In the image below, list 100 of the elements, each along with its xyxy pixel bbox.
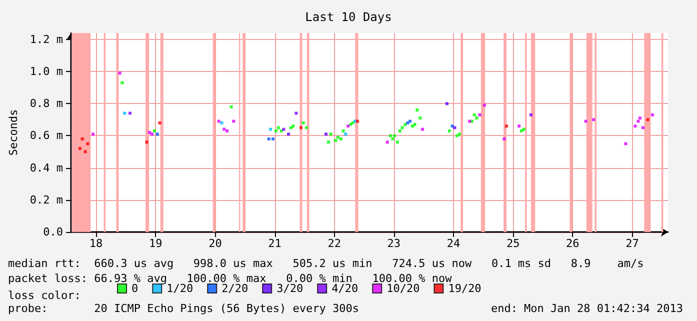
point bbox=[453, 126, 456, 130]
legend-label: 0 bbox=[132, 282, 138, 295]
point bbox=[326, 140, 330, 144]
point bbox=[150, 132, 154, 136]
point bbox=[329, 132, 332, 136]
point bbox=[408, 120, 412, 123]
point bbox=[396, 140, 400, 144]
x-tick-label: 18 bbox=[89, 237, 103, 250]
point bbox=[356, 120, 360, 123]
point bbox=[458, 132, 461, 136]
point bbox=[388, 134, 392, 138]
point bbox=[128, 112, 132, 115]
point bbox=[421, 128, 424, 131]
point bbox=[502, 137, 506, 140]
x-tick-label: 26 bbox=[566, 237, 580, 250]
point bbox=[286, 132, 290, 136]
point bbox=[274, 129, 278, 132]
point bbox=[386, 140, 389, 144]
x-tick-label: 22 bbox=[328, 237, 341, 250]
point bbox=[520, 129, 523, 132]
y-tick-label: 1.0 m bbox=[30, 65, 64, 78]
point bbox=[406, 121, 410, 124]
point bbox=[299, 126, 302, 130]
text: median rtt: 660.3 us avg 998.0 us max 505.2 us min 724.5 us now 0.1 ms sd 8.9 am/s bbox=[8, 257, 644, 270]
point bbox=[400, 126, 404, 130]
x-tick-label: 24 bbox=[446, 237, 461, 250]
y-axis-title: Seconds bbox=[7, 109, 20, 156]
point bbox=[522, 128, 526, 131]
point bbox=[410, 124, 414, 128]
point bbox=[445, 102, 448, 106]
point bbox=[230, 105, 233, 108]
chart-title: Last 10 Days bbox=[305, 10, 392, 24]
point bbox=[282, 128, 286, 131]
point bbox=[472, 113, 476, 116]
point bbox=[638, 116, 642, 120]
x-tick-label: 23 bbox=[387, 237, 401, 250]
legend-label: 10/20 bbox=[386, 282, 420, 295]
point bbox=[156, 132, 159, 136]
point bbox=[118, 72, 122, 75]
point bbox=[584, 120, 588, 123]
point bbox=[92, 132, 95, 136]
point bbox=[456, 134, 459, 138]
point bbox=[418, 116, 422, 120]
point bbox=[86, 142, 90, 146]
point bbox=[267, 137, 270, 140]
point bbox=[651, 113, 654, 116]
point bbox=[636, 120, 640, 123]
point bbox=[336, 136, 340, 139]
point bbox=[152, 129, 156, 132]
text: packet loss: 66.93 % avg 100.00 % max 0.00 % min 100.00 % now bbox=[8, 272, 452, 285]
legend-label: 19/20 bbox=[448, 282, 482, 295]
point bbox=[120, 81, 124, 84]
legend-label: 2/20 bbox=[222, 282, 248, 295]
point bbox=[78, 147, 82, 150]
point bbox=[448, 129, 451, 132]
point bbox=[294, 112, 298, 115]
point bbox=[339, 137, 342, 140]
point bbox=[220, 121, 224, 124]
point bbox=[634, 124, 637, 128]
point bbox=[592, 118, 596, 122]
legend-label: 1/20 bbox=[166, 282, 194, 295]
point bbox=[393, 134, 396, 138]
point bbox=[324, 132, 328, 136]
point bbox=[475, 116, 478, 120]
point bbox=[304, 126, 308, 130]
point bbox=[482, 104, 486, 107]
point bbox=[302, 121, 305, 124]
x-tick-label: 20 bbox=[208, 237, 222, 250]
x-tick-label: 19 bbox=[148, 237, 162, 250]
point bbox=[269, 128, 272, 131]
point bbox=[123, 112, 126, 115]
point bbox=[641, 126, 644, 130]
point bbox=[344, 132, 348, 136]
point bbox=[334, 139, 338, 142]
legend-label: 4/20 bbox=[332, 282, 358, 295]
point bbox=[148, 131, 152, 134]
point bbox=[398, 129, 402, 132]
point bbox=[232, 120, 236, 123]
y-tick-label: 0.4 m bbox=[30, 161, 64, 174]
x-tick-label: 21 bbox=[268, 237, 282, 250]
x-tick-label: 27 bbox=[626, 237, 639, 250]
point bbox=[217, 120, 220, 123]
point bbox=[646, 118, 650, 122]
point bbox=[145, 140, 148, 144]
text: probe: 20 ICMP Echo Pings (56 Bytes) every 300s bbox=[8, 302, 359, 315]
y-tick-label: 0.0 bbox=[43, 226, 64, 238]
point bbox=[391, 137, 394, 140]
point bbox=[416, 108, 419, 112]
y-tick-label: 0.8 m bbox=[30, 97, 64, 110]
legend-title: loss color: bbox=[8, 289, 81, 302]
y-tick-label: 1.2 m bbox=[30, 32, 64, 46]
point bbox=[342, 129, 345, 132]
point bbox=[84, 150, 87, 154]
point bbox=[158, 121, 162, 124]
point bbox=[292, 124, 295, 128]
x-tick-label: 25 bbox=[506, 237, 520, 250]
point bbox=[276, 126, 280, 130]
point bbox=[624, 142, 628, 146]
point bbox=[505, 124, 508, 128]
text: end: Mon Jan 28 01:42:34 2013 bbox=[490, 302, 684, 315]
